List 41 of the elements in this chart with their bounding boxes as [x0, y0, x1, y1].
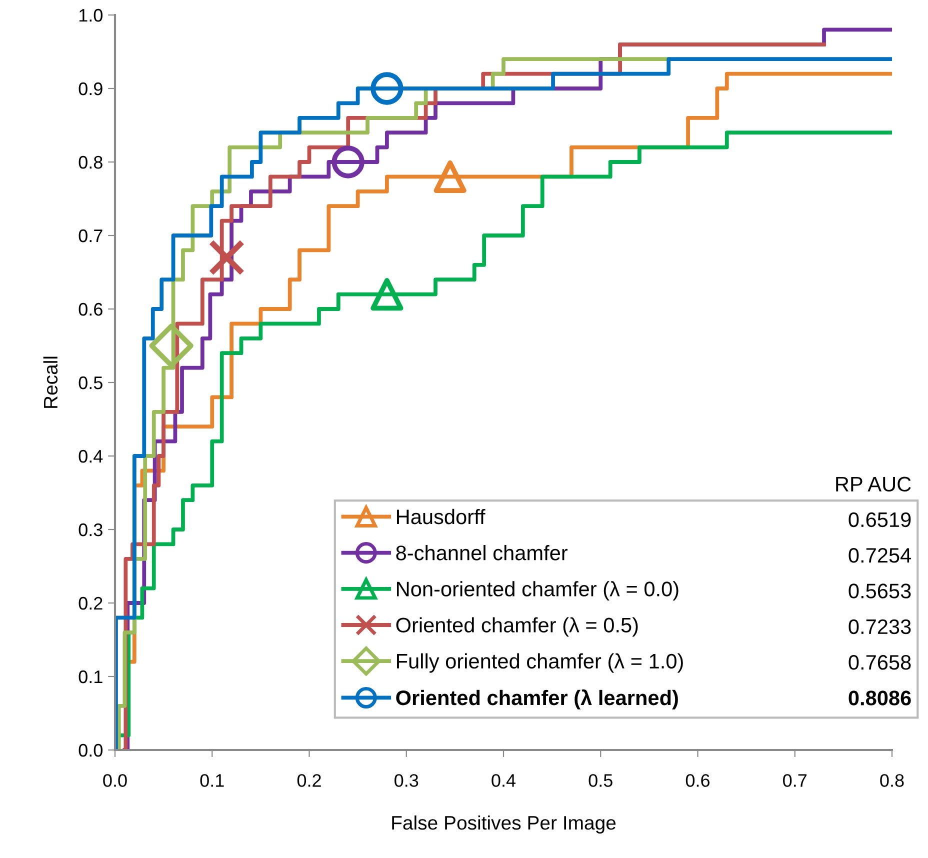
y-tick-label: 0.4	[78, 450, 103, 463]
annotation: 0.5653	[848, 584, 911, 598]
x-tick-label: 0.3	[394, 774, 418, 787]
y-tick-label: 0.6	[78, 302, 102, 316]
annotation: 0.7658	[848, 655, 911, 670]
y-tick-label: 1.0	[79, 8, 102, 22]
point	[370, 278, 404, 311]
x-tick-label: 0.8	[880, 774, 904, 787]
legend-label: Fully oriented chamfer (λ = 1.0)	[397, 653, 683, 673]
annotation: 0.6519	[848, 512, 911, 528]
y-tick-label: 0.5	[78, 376, 102, 390]
legend-label: Hausdorff	[397, 508, 486, 524]
annotation: 0.7254	[848, 548, 912, 563]
x-tick-label: 0.4	[492, 774, 516, 787]
x-tick-label: 0.2	[297, 774, 321, 787]
y-tick-label: 0.7	[78, 229, 102, 242]
y-axis-title: Recall	[43, 356, 58, 408]
x-tick-label: 0.7	[783, 774, 807, 787]
point	[434, 160, 466, 194]
y-tick-label: 0.2	[78, 596, 102, 610]
x-axis-title: False Positives Per Image	[392, 815, 616, 834]
annotation: 0.8086	[848, 690, 911, 706]
annotation: RP AUC	[836, 476, 911, 492]
legend-label: Oriented chamfer (λ = 0.5)	[396, 617, 638, 637]
x-tick-label: 0.0	[103, 774, 127, 787]
legend-label: Oriented chamfer (λ learned)	[396, 689, 678, 710]
y-tick-label: 0.0	[78, 744, 102, 757]
point	[208, 239, 245, 276]
point	[332, 146, 364, 178]
x-tick-label: 0.6	[686, 774, 710, 787]
annotation: 0.7233	[848, 619, 911, 634]
point	[370, 72, 404, 105]
legend-label: Non-oriented chamfer (λ = 0.0)	[397, 581, 678, 601]
y-tick-label: 0.3	[78, 523, 102, 536]
y-tick-label: 0.1	[78, 670, 102, 684]
y-tick-label: 0.8	[78, 156, 102, 169]
point	[149, 324, 194, 368]
y-tick-label: 0.9	[78, 82, 102, 96]
x-tick-label: 0.1	[200, 774, 224, 787]
x-tick-label: 0.5	[588, 774, 612, 787]
legend-label: 8-channel chamfer	[396, 545, 568, 560]
